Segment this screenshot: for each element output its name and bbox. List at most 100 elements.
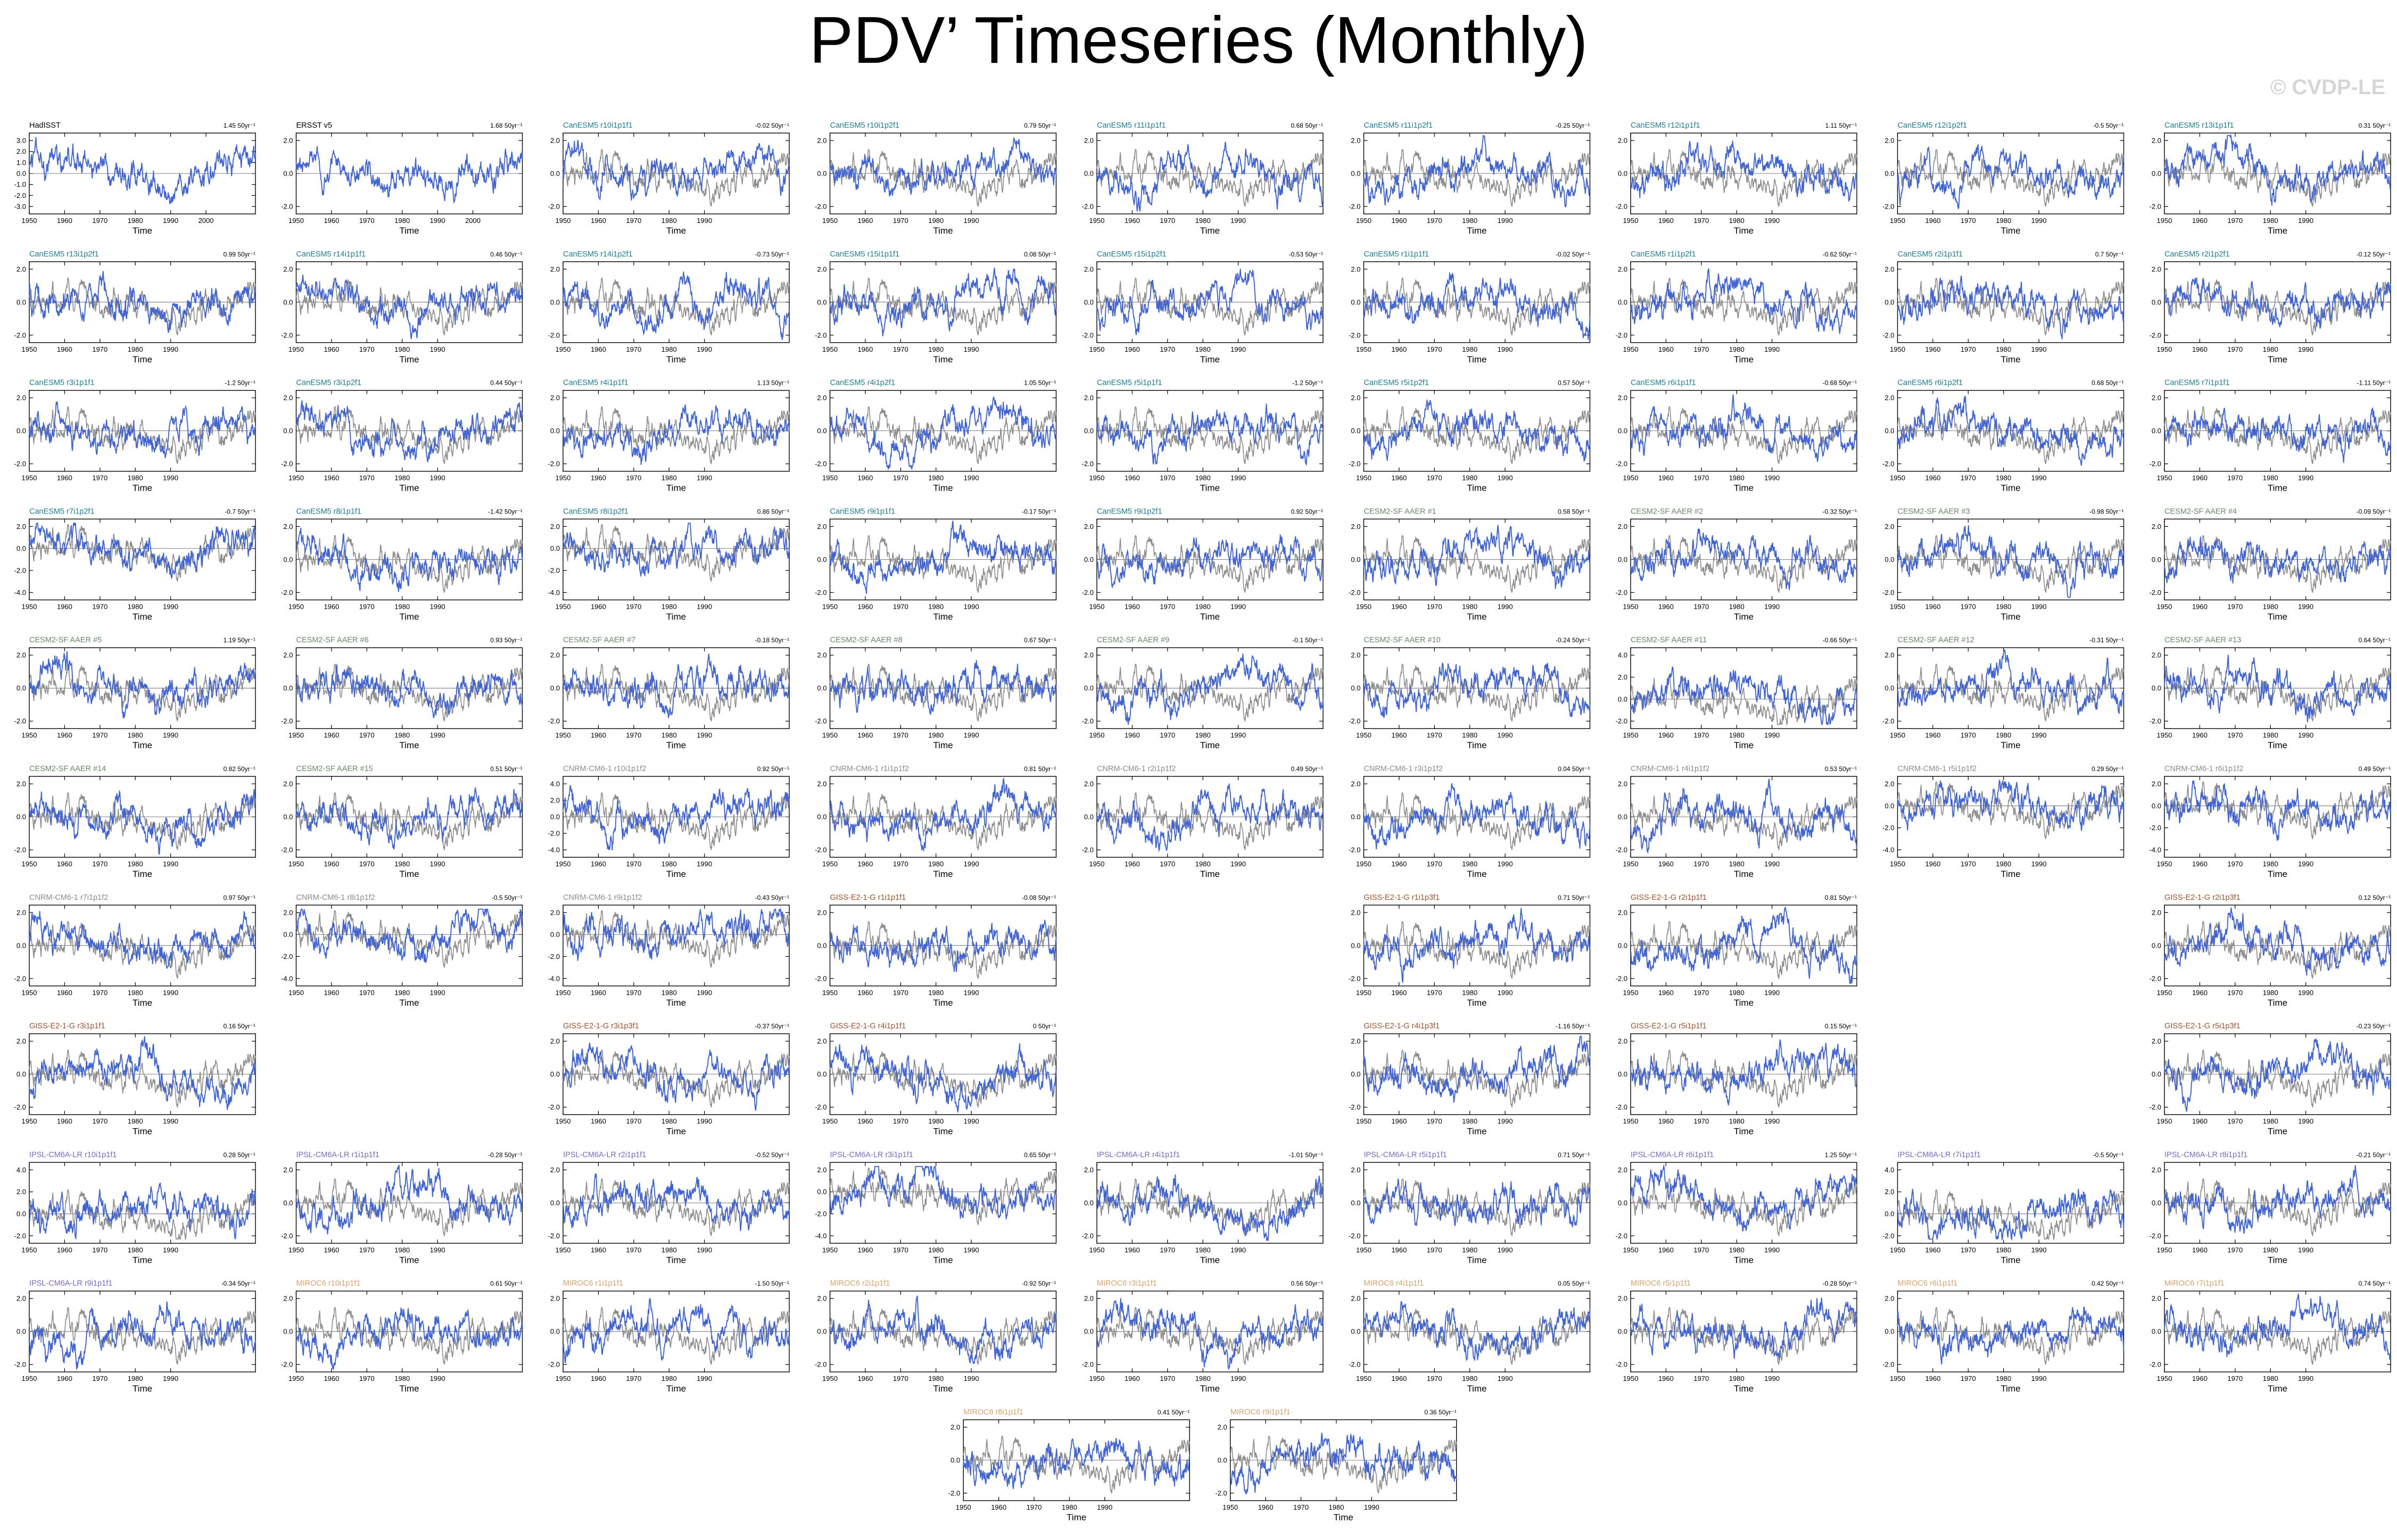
obs-series-line: [1230, 1436, 1457, 1494]
panel: MIROC6 r2i1p1f1 -0.92 50yr⁻¹ 2.0 0.0 -2.0 195…: [815, 1279, 1057, 1394]
x-tick-label: 1980: [128, 1375, 143, 1382]
panel: CanESM5 r10i1p1f1 -0.02 50yr⁻¹ 2.0 0.0 -2.0 1…: [548, 121, 790, 236]
y-tick-label: -2.0: [1082, 460, 1094, 468]
x-tick-label: 1950: [822, 345, 838, 353]
y-tick-label: 2.0: [817, 908, 826, 916]
x-tick-label: 1960: [57, 602, 72, 610]
trend-label: -0.7 50yr⁻¹: [225, 508, 255, 515]
obs-series-line: [963, 1436, 1191, 1494]
x-tick-label: 1950: [1356, 1246, 1371, 1254]
x-tick-label: 1970: [1293, 1503, 1309, 1511]
panel: CNRM-CM6-1 r5i1p1f2 0.29 50yr⁻¹ 2.0 0.0 -2.0…: [1882, 765, 2125, 879]
x-tick-label: 1960: [591, 1375, 606, 1382]
model-series-line: [563, 271, 790, 340]
plot-frame: [1897, 1162, 2125, 1244]
obs-series-line: [1363, 664, 1591, 722]
x-tick-label: 1950: [22, 1375, 37, 1382]
model-series-line: [1897, 525, 2125, 598]
y-tick-label: -4.0: [2150, 846, 2161, 854]
x-tick-label: 1980: [928, 860, 944, 868]
obs-series-line: [1363, 406, 1591, 465]
model-series-line: [1630, 268, 1857, 334]
obs-series-line: [829, 792, 1057, 850]
x-tick-label: 1960: [1125, 1375, 1140, 1382]
x-tick-label: 1980: [1462, 731, 1477, 739]
x-tick-label: 1950: [1623, 217, 1639, 225]
y-tick-label: 2.0: [1884, 1188, 1894, 1196]
x-tick-label: 1970: [1961, 217, 1976, 225]
y-tick-label: -2.0: [548, 1232, 560, 1240]
x-axis-title: Time: [1200, 611, 1220, 622]
panel-title: CESM2-SF AAER #5: [29, 636, 102, 644]
x-tick-label: 1970: [626, 989, 641, 997]
x-tick-label: 1960: [1391, 1117, 1407, 1125]
y-tick-label: -2.0: [548, 717, 560, 725]
x-tick-label: 1980: [662, 989, 677, 997]
model-series-line: [563, 1042, 790, 1111]
model-series-line: [295, 908, 523, 963]
x-tick-label: 1980: [2263, 1246, 2278, 1254]
model-series-line: [29, 910, 256, 969]
x-tick-label: 1960: [1391, 345, 1407, 353]
obs-series-line: [1096, 664, 1324, 722]
panel-title: CanESM5 r14i1p1f1: [296, 250, 366, 259]
x-tick-label: 1980: [394, 345, 410, 353]
x-tick-label: 1990: [2031, 474, 2047, 482]
y-tick-label: 0.0: [1884, 684, 1894, 692]
y-tick-label: 0.0: [1084, 684, 1094, 692]
y-tick-label: 4.0: [1618, 651, 1627, 659]
panel-title: CanESM5 r13i1p2f1: [29, 250, 99, 259]
y-tick-label: 2.0: [1351, 523, 1360, 531]
y-tick-label: -2.0: [815, 974, 826, 982]
x-tick-label: 1950: [22, 345, 37, 353]
obs-series-line: [1096, 406, 1324, 465]
obs-series-line: [2164, 1178, 2391, 1236]
panel-title: GISS-E2-1-G r4i1p3f1: [1364, 1022, 1440, 1031]
panel: CanESM5 r12i1p1f1 1.11 50yr⁻¹ 2.0 0.0 -2.0 19…: [1616, 121, 1857, 236]
y-tick-label: -2.0: [1349, 1361, 1360, 1369]
panel-title: CESM2-SF AAER #14: [29, 765, 106, 773]
y-tick-label: 0.0: [283, 1328, 293, 1336]
x-tick-label: 1950: [556, 474, 571, 482]
model-series-line: [295, 1164, 523, 1235]
obs-series-line: [2164, 1307, 2391, 1365]
x-tick-label: 1970: [1693, 1246, 1709, 1254]
trend-label: -0.02 50yr⁻¹: [1556, 251, 1590, 258]
x-axis-title: Time: [1200, 1384, 1220, 1394]
y-tick-label: 2.0: [1351, 651, 1360, 659]
trend-label: -0.98 50yr⁻¹: [2089, 508, 2123, 515]
y-tick-label: 0.0: [1884, 170, 1894, 178]
x-tick-label: 1980: [1462, 345, 1477, 353]
y-tick-label: -2.0: [2150, 1232, 2161, 1240]
x-tick-label: 1980: [1729, 217, 1745, 225]
obs-series-line: [29, 664, 256, 722]
x-tick-label: 1970: [1693, 474, 1709, 482]
panel: MIROC6 r9i1p1f1 0.36 50yr⁻¹ 2.0 0.0 -2.0 1950…: [1215, 1408, 1457, 1522]
panel: CanESM5 r5i1p2f1 0.57 50yr⁻¹ 2.0 0.0 -2.0 195…: [1349, 379, 1591, 493]
x-tick-label: 1960: [1125, 860, 1140, 868]
y-tick-label: 0.0: [2152, 1328, 2161, 1336]
x-tick-label: 1960: [1925, 860, 1940, 868]
y-tick-label: -2.0: [281, 1232, 293, 1240]
x-tick-label: 1960: [324, 217, 339, 225]
x-tick-label: 1970: [359, 1246, 375, 1254]
x-tick-label: 1990: [2298, 1246, 2313, 1254]
x-tick-label: 1950: [556, 345, 571, 353]
model-series-line: [563, 1297, 790, 1363]
x-tick-label: 1960: [57, 1375, 72, 1382]
x-axis-title: Time: [933, 1127, 953, 1137]
x-tick-label: 1970: [1693, 1375, 1709, 1382]
x-tick-label: 1950: [1623, 731, 1639, 739]
y-tick-label: -2.0: [281, 460, 293, 468]
x-tick-label: 1980: [1996, 217, 2011, 225]
x-tick-label: 1970: [1427, 474, 1442, 482]
y-tick-label: 0.0: [550, 1070, 560, 1078]
y-tick-label: 0.0: [1618, 1199, 1627, 1207]
x-tick-label: 1970: [893, 989, 908, 997]
model-series-line: [1897, 143, 2125, 210]
trend-label: -1.11 50yr⁻¹: [2357, 379, 2391, 387]
panel: CNRM-CM6-1 r1i1p1f2 0.81 50yr⁻¹ 2.0 0.0 -2.0…: [815, 765, 1057, 879]
y-tick-label: -2.0: [1349, 1232, 1360, 1240]
x-tick-label: 1980: [662, 731, 677, 739]
y-tick-label: -2.0: [548, 830, 560, 838]
